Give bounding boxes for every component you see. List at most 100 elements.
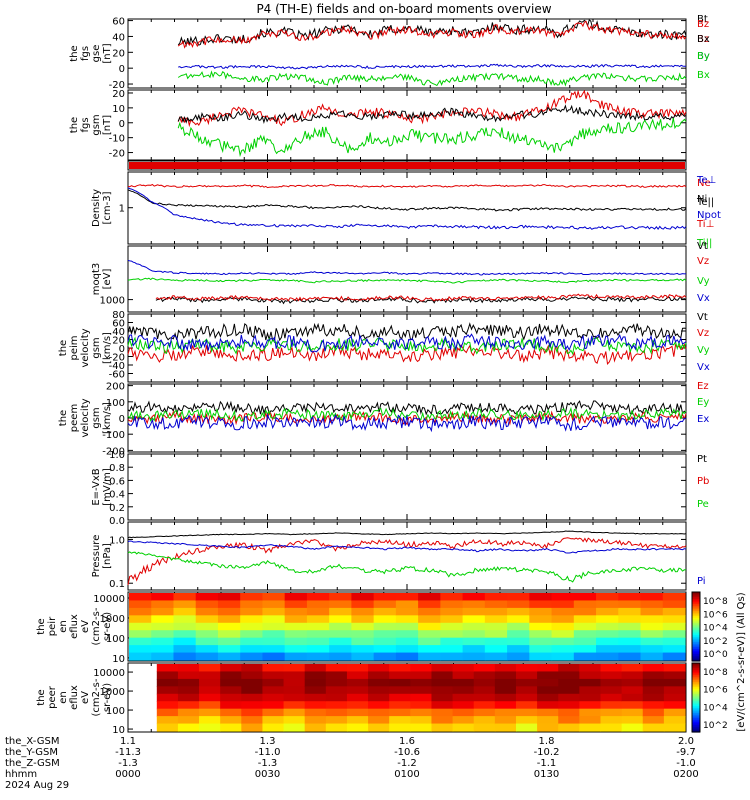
spectrogram-cell: [642, 693, 665, 702]
series-line-0-1: [177, 20, 687, 49]
ylabel-line: [nT]: [102, 43, 113, 63]
spectrogram-cell: [389, 686, 411, 695]
spectrogram-cell: [129, 652, 152, 661]
spectrogram-cell: [368, 671, 390, 680]
spectrogram-cell: [351, 645, 375, 654]
spectrogram-cell: [642, 716, 665, 725]
series-label-6-2: Ex: [697, 414, 709, 425]
spectrogram-cell: [640, 615, 664, 624]
spectrogram-cell: [151, 615, 175, 624]
spectrogram-cell: [329, 622, 352, 631]
footer-value-x: 1.8: [539, 736, 555, 747]
spectrogram-cell: [662, 593, 686, 602]
spectrogram-cell: [284, 615, 308, 624]
spectrogram-cell: [410, 693, 433, 702]
colorbar-label: [eV/(cm^2-s-sr-eV)] (All Qs): [736, 592, 747, 731]
colorbar-cell: [692, 711, 700, 714]
ytick-label: 20: [112, 89, 125, 100]
series-label-2-1: Ni: [697, 194, 707, 205]
spectrogram-cell: [462, 607, 486, 616]
footer-value-x: 1.1: [120, 736, 136, 747]
spectrogram-cell: [507, 593, 530, 602]
ytick-label: 10: [112, 725, 125, 736]
spectrogram-cell: [240, 645, 264, 654]
spectrogram-cell: [484, 593, 508, 602]
series-label-0-2: By: [697, 51, 710, 62]
spectrogram-cell: [199, 693, 221, 702]
spectrogram-cell: [373, 593, 397, 602]
spectrogram-cell: [663, 716, 686, 725]
ytick-label: 60: [112, 319, 125, 330]
ylabel-line: Density: [91, 189, 102, 227]
colorbar-cell: [692, 598, 700, 602]
panel-frame-7: [127, 453, 687, 521]
spectrogram-cell: [346, 708, 369, 717]
colorbar-cell: [692, 702, 700, 705]
spectrogram-cell: [389, 678, 411, 687]
colorbar-cell: [692, 669, 700, 673]
spectrogram-cell: [579, 686, 602, 695]
spectrogram-cell: [173, 600, 197, 609]
colorbar-cell: [692, 623, 700, 626]
spectrogram-cell: [325, 693, 348, 702]
spectrogram-cell: [596, 645, 619, 654]
spectrogram-cell: [642, 708, 665, 717]
spectrogram-cell: [573, 637, 597, 646]
spectrogram-cell: [220, 686, 242, 695]
spectrogram-cell: [618, 615, 642, 624]
ylabel-line: sr-eV): [102, 612, 113, 641]
figure-title: P4 (TH-E) fields and on-board moments ov…: [256, 2, 551, 16]
spectrogram-cell: [129, 600, 152, 609]
series-label-4-0: Vt: [697, 241, 708, 252]
spectrogram-cell: [262, 652, 286, 661]
ylabel-line: gsm: [91, 337, 102, 358]
colorbar-cell: [692, 638, 700, 641]
spectrogram-cell: [173, 630, 197, 639]
series-label-5-2: Vy: [697, 345, 710, 356]
ylabel-line: peim: [69, 335, 80, 360]
series-label-7-0: Pt: [697, 454, 707, 465]
spectrogram-cell: [529, 645, 553, 654]
spectrogram-cell: [395, 652, 419, 661]
ytick-label: -40: [109, 361, 125, 372]
spectrogram-cell: [551, 593, 575, 602]
spectrogram-cell: [395, 630, 419, 639]
spectrogram-cell: [462, 637, 486, 646]
spectrogram-cell: [579, 723, 602, 732]
ylabel-line: the: [58, 340, 69, 356]
spectrogram-cell: [325, 708, 348, 717]
series-line-1-2: [177, 118, 687, 158]
ytick-label: 0.2: [109, 503, 125, 514]
spectrogram-cell: [507, 637, 530, 646]
colorbar-cell: [692, 597, 700, 600]
spectrogram-cell: [389, 701, 411, 710]
footer-label-z: the_Z-GSM: [5, 758, 60, 769]
footer-value-y: -9.7: [676, 747, 696, 758]
spectrogram-cell: [156, 701, 179, 710]
spectrogram-cell: [373, 615, 397, 624]
spectrogram-cell: [621, 686, 644, 695]
spectrogram-cell: [283, 716, 306, 725]
spectrogram-cell: [515, 686, 538, 695]
spectrogram-cell: [473, 701, 496, 710]
spectrogram-cell: [640, 600, 664, 609]
colorbar-cell: [692, 726, 700, 730]
spectrogram-cell: [452, 678, 475, 687]
spectrogram-cell: [151, 630, 175, 639]
colorbar-tick: 10^0: [703, 650, 728, 660]
ytick-label: 0.6: [109, 476, 125, 487]
ytick-label: 60: [112, 17, 125, 28]
series-label-3-1: Te||: [696, 197, 714, 208]
colorbar-cell: [692, 692, 700, 695]
colorbar-cell: [692, 668, 700, 671]
spectrogram-cell: [199, 664, 221, 673]
spectrogram-cell: [262, 701, 285, 710]
spectrogram-cell: [494, 678, 517, 687]
spectrogram-cell: [515, 664, 538, 673]
spectrogram-cell: [329, 607, 352, 616]
spectrogram-cell: [129, 615, 152, 624]
series-label-0-1: Bz: [697, 34, 709, 45]
spectrogram-cell: [551, 645, 575, 654]
spectrogram-cell: [262, 645, 286, 654]
series-label-6-0: Ez: [697, 381, 709, 392]
